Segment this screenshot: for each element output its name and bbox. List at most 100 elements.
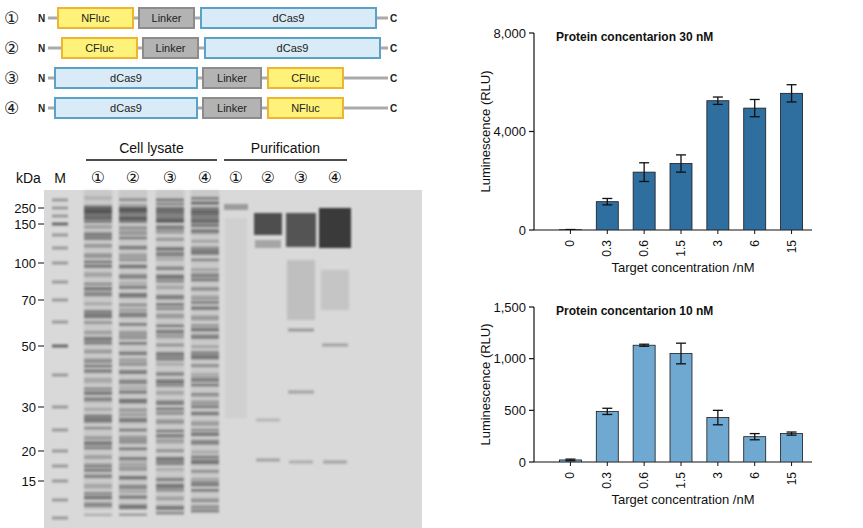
gel-band	[156, 430, 184, 433]
gel-band	[288, 329, 314, 332]
gel-band	[84, 261, 112, 264]
chart: 04,0008,000Luminescence (RLU)Protein con…	[478, 26, 812, 276]
gel-band	[191, 355, 219, 360]
gel-band	[191, 460, 219, 465]
gel-band	[119, 331, 147, 335]
x-tick	[644, 230, 645, 234]
domain-box	[201, 8, 376, 28]
gel-band	[191, 328, 219, 332]
gel-band	[84, 283, 112, 286]
construct-index: ③	[4, 68, 19, 88]
gel-band	[322, 344, 348, 347]
gel-band	[191, 334, 219, 339]
gel-band	[119, 304, 147, 307]
domain-label: Linker	[217, 102, 247, 114]
gel-band	[119, 390, 147, 394]
marker-tick	[38, 208, 44, 209]
gel-band	[52, 207, 68, 210]
y-tick-label: 1,000	[493, 351, 526, 366]
gel-band	[119, 246, 147, 250]
gel-band	[156, 439, 184, 444]
gel-band	[191, 197, 219, 200]
gel-band	[119, 490, 147, 493]
error-bar	[565, 229, 575, 230]
lane-label: ③	[294, 168, 308, 187]
gel-band	[84, 292, 112, 297]
gel-band	[84, 237, 112, 240]
x-tick-label: 3	[711, 472, 725, 479]
x-tick	[644, 462, 645, 466]
error-cap	[787, 84, 797, 85]
gel-band	[119, 409, 147, 412]
gel-band	[191, 482, 219, 487]
gel-band	[119, 363, 147, 366]
gel-band	[119, 485, 147, 490]
domain-label: CFluc	[85, 42, 114, 54]
bar	[559, 229, 581, 230]
gel-band	[119, 436, 147, 440]
error-cap	[676, 171, 686, 172]
domain-label: NFluc	[291, 102, 320, 114]
gel-band	[52, 499, 68, 502]
gel-band	[156, 457, 184, 461]
domain-label: CFluc	[291, 72, 320, 84]
gel-band	[191, 373, 219, 377]
y-axis-label: Luminescence (RLU)	[478, 323, 493, 445]
gel-band	[256, 419, 280, 422]
domain-label: dCas9	[273, 12, 305, 24]
gel-band	[289, 461, 313, 464]
lane-label: ②	[126, 168, 140, 187]
group-line	[86, 159, 217, 161]
error-cap	[676, 154, 686, 155]
error-cap	[750, 116, 760, 117]
x-tick-label: 6	[748, 240, 762, 247]
gel-band	[84, 310, 112, 314]
gel-band	[156, 307, 184, 311]
gel-band	[84, 264, 112, 268]
y-tick-label: 1,500	[493, 300, 526, 315]
error-cap	[750, 433, 760, 434]
gel-band	[156, 280, 184, 283]
error-cap	[602, 408, 612, 409]
error-cap	[713, 104, 723, 105]
gel-band	[191, 393, 219, 397]
gel-band	[119, 439, 147, 444]
gel-band	[191, 279, 219, 282]
gel-band	[256, 459, 280, 462]
gel-band	[119, 448, 147, 451]
bands	[52, 190, 351, 520]
error-line	[717, 97, 718, 104]
error-bar	[602, 198, 612, 204]
domain-box	[203, 68, 261, 88]
gel-band	[84, 232, 112, 237]
gel-band	[156, 363, 184, 366]
marker-tick	[38, 451, 44, 452]
gel-band	[191, 224, 219, 228]
gel-band	[156, 489, 184, 492]
y-tick	[529, 461, 534, 462]
lane-label: ①	[91, 168, 105, 187]
construct-index: ②	[4, 38, 19, 58]
gel-band	[156, 199, 184, 202]
bars	[559, 85, 802, 230]
gel-band	[52, 374, 68, 377]
lane-label: ④	[198, 168, 212, 187]
gel-band	[119, 429, 147, 432]
x-tick-label: 0.6	[637, 240, 651, 257]
error-cap	[565, 460, 575, 461]
domain-box	[62, 38, 137, 58]
gel-band	[84, 287, 112, 291]
gel-band	[84, 474, 112, 478]
y-tick-label: 0	[519, 223, 526, 238]
gel-band	[119, 380, 147, 385]
x-tick-label: 0.3	[600, 240, 614, 257]
error-cap	[750, 439, 760, 440]
error-cap	[787, 431, 797, 432]
bar	[781, 93, 803, 230]
gel-band	[52, 234, 68, 237]
bar	[559, 460, 581, 462]
x-tick	[754, 462, 755, 466]
gel-band	[191, 510, 219, 513]
marker-tick	[38, 407, 44, 408]
gel-band	[225, 218, 247, 418]
